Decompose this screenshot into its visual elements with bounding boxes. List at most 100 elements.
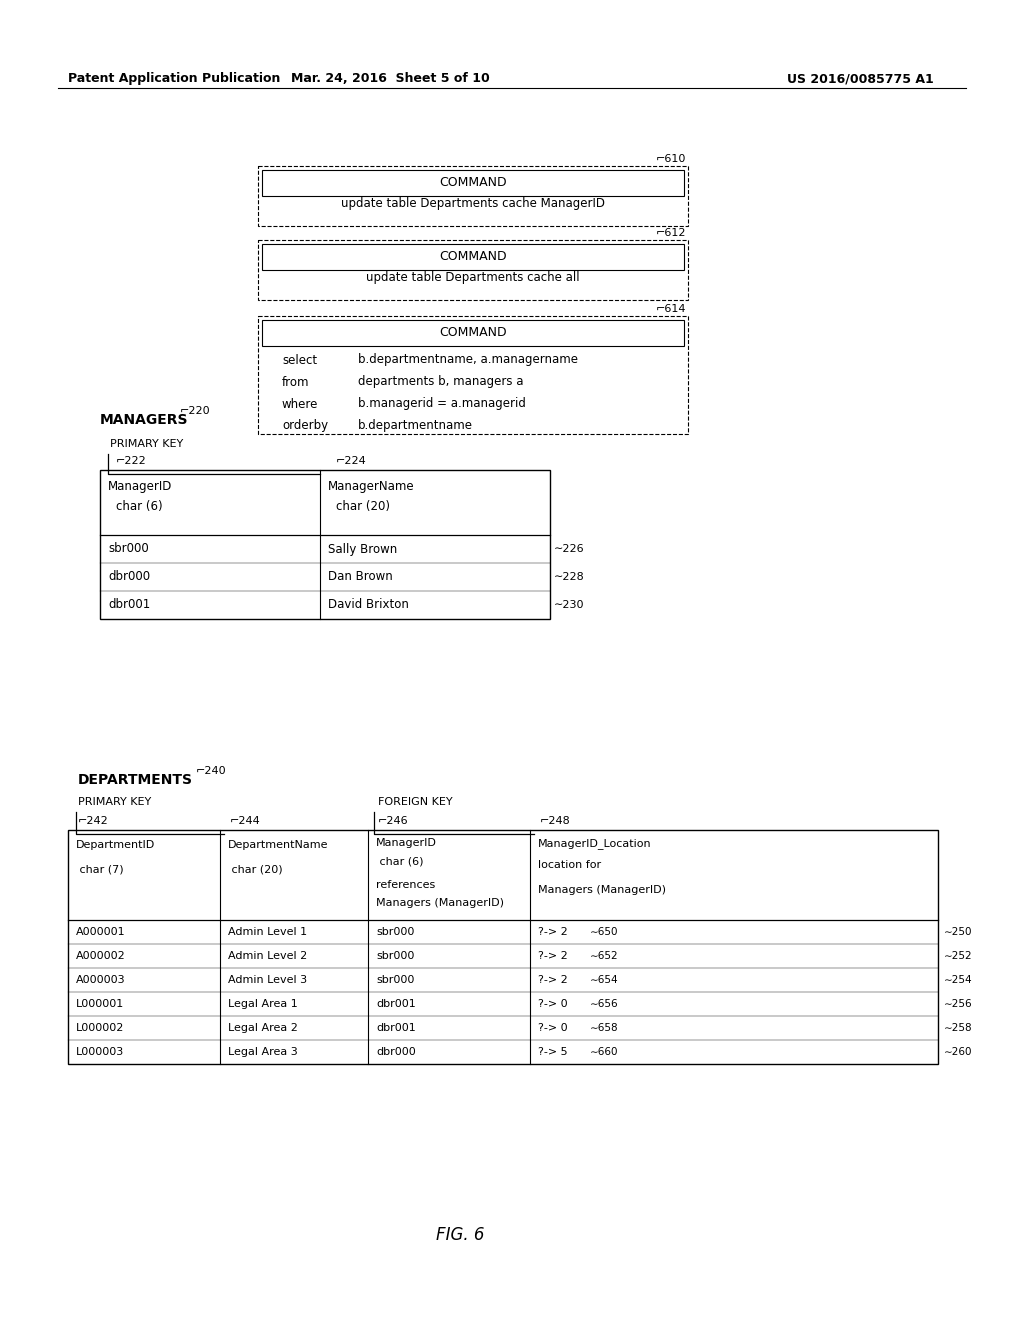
Text: PRIMARY KEY: PRIMARY KEY [78, 797, 152, 807]
Text: ∼650: ∼650 [590, 927, 618, 937]
Bar [258, 315, 688, 434]
Bar [100, 470, 550, 619]
Text: b.departmentname, a.managername: b.departmentname, a.managername [358, 354, 578, 367]
Text: select: select [282, 354, 317, 367]
Text: ∼250: ∼250 [944, 927, 973, 937]
Bar [262, 244, 684, 271]
Text: David Brixton: David Brixton [328, 598, 409, 611]
Text: ∼258: ∼258 [944, 1023, 973, 1034]
Text: char (20): char (20) [336, 500, 390, 513]
Text: char (20): char (20) [228, 865, 283, 874]
Text: ⌐244: ⌐244 [230, 816, 261, 826]
Text: departments b, managers a: departments b, managers a [358, 375, 523, 388]
Text: Dan Brown: Dan Brown [328, 570, 393, 583]
Text: ∼656: ∼656 [590, 999, 618, 1008]
Bar [258, 240, 688, 300]
Text: ∼252: ∼252 [944, 950, 973, 961]
Text: sbr000: sbr000 [376, 975, 415, 985]
Text: COMMAND: COMMAND [439, 251, 507, 264]
Text: where: where [282, 397, 318, 411]
Text: dbr001: dbr001 [376, 999, 416, 1008]
Text: sbr000: sbr000 [376, 950, 415, 961]
Text: ?-> 2: ?-> 2 [538, 950, 567, 961]
Text: Sally Brown: Sally Brown [328, 543, 397, 556]
Text: b.departmentname: b.departmentname [358, 420, 473, 433]
Text: ⌐222: ⌐222 [116, 455, 146, 466]
Bar [262, 170, 684, 195]
Text: ⌐246: ⌐246 [378, 816, 409, 826]
Text: ∼256: ∼256 [944, 999, 973, 1008]
Text: dbr000: dbr000 [376, 1047, 416, 1057]
Text: char (6): char (6) [376, 855, 424, 866]
Text: ⌐224: ⌐224 [336, 455, 367, 466]
Text: Mar. 24, 2016  Sheet 5 of 10: Mar. 24, 2016 Sheet 5 of 10 [291, 73, 489, 84]
Text: FOREIGN KEY: FOREIGN KEY [378, 797, 453, 807]
Text: A000003: A000003 [76, 975, 126, 985]
Text: PRIMARY KEY: PRIMARY KEY [110, 440, 183, 449]
Text: dbr001: dbr001 [376, 1023, 416, 1034]
Text: COMMAND: COMMAND [439, 326, 507, 339]
Text: char (7): char (7) [76, 865, 124, 874]
Text: Admin Level 2: Admin Level 2 [228, 950, 307, 961]
Text: ∼226: ∼226 [554, 544, 585, 554]
Text: DepartmentID: DepartmentID [76, 840, 156, 850]
Text: DepartmentName: DepartmentName [228, 840, 329, 850]
Text: ∼658: ∼658 [590, 1023, 618, 1034]
Text: ∼660: ∼660 [590, 1047, 618, 1057]
Text: Patent Application Publication: Patent Application Publication [68, 73, 281, 84]
Text: US 2016/0085775 A1: US 2016/0085775 A1 [786, 73, 933, 84]
Text: Managers (ManagerID): Managers (ManagerID) [376, 898, 504, 908]
Text: dbr001: dbr001 [108, 598, 151, 611]
Text: ManagerName: ManagerName [328, 480, 415, 492]
Text: ?-> 0: ?-> 0 [538, 1023, 567, 1034]
Text: Legal Area 1: Legal Area 1 [228, 999, 298, 1008]
Text: sbr000: sbr000 [376, 927, 415, 937]
Text: orderby: orderby [282, 420, 328, 433]
Bar [262, 319, 684, 346]
Text: A000002: A000002 [76, 950, 126, 961]
Text: MANAGERS: MANAGERS [100, 413, 188, 426]
Bar [258, 166, 688, 226]
Text: ∼260: ∼260 [944, 1047, 973, 1057]
Text: ∼654: ∼654 [590, 975, 618, 985]
Text: L000001: L000001 [76, 999, 124, 1008]
Text: update table Departments cache all: update table Departments cache all [367, 272, 580, 285]
Text: ManagerID_Location: ManagerID_Location [538, 838, 651, 849]
Text: ⌐240: ⌐240 [196, 766, 226, 776]
Text: Managers (ManagerID): Managers (ManagerID) [538, 884, 666, 895]
Text: DEPARTMENTS: DEPARTMENTS [78, 774, 193, 787]
Text: dbr000: dbr000 [108, 570, 151, 583]
Text: ∼230: ∼230 [554, 601, 585, 610]
Text: A000001: A000001 [76, 927, 126, 937]
Text: ?-> 0: ?-> 0 [538, 999, 567, 1008]
Text: update table Departments cache ManagerID: update table Departments cache ManagerID [341, 198, 605, 210]
Text: ⌐610: ⌐610 [656, 154, 686, 164]
Text: COMMAND: COMMAND [439, 177, 507, 190]
Text: references: references [376, 880, 435, 890]
Text: ManagerID: ManagerID [108, 480, 172, 492]
Text: FIG. 6: FIG. 6 [436, 1226, 484, 1243]
Text: location for: location for [538, 861, 601, 870]
Text: Admin Level 3: Admin Level 3 [228, 975, 307, 985]
Text: char (6): char (6) [116, 500, 163, 513]
Text: ⌐242: ⌐242 [78, 816, 109, 826]
Text: ⌐248: ⌐248 [540, 816, 570, 826]
Text: ManagerID: ManagerID [376, 838, 437, 847]
Text: ∼228: ∼228 [554, 572, 585, 582]
Text: L000003: L000003 [76, 1047, 124, 1057]
Text: ?-> 2: ?-> 2 [538, 927, 567, 937]
Text: L000002: L000002 [76, 1023, 124, 1034]
Text: from: from [282, 375, 309, 388]
Text: Legal Area 3: Legal Area 3 [228, 1047, 298, 1057]
Text: ∼652: ∼652 [590, 950, 618, 961]
Text: ⌐220: ⌐220 [180, 407, 211, 416]
Bar [68, 830, 938, 1064]
Text: Legal Area 2: Legal Area 2 [228, 1023, 298, 1034]
Text: ⌐614: ⌐614 [656, 304, 686, 314]
Text: ⌐612: ⌐612 [656, 228, 686, 238]
Text: ?-> 5: ?-> 5 [538, 1047, 567, 1057]
Text: ∼254: ∼254 [944, 975, 973, 985]
Text: ?-> 2: ?-> 2 [538, 975, 567, 985]
Text: b.managerid = a.managerid: b.managerid = a.managerid [358, 397, 526, 411]
Text: sbr000: sbr000 [108, 543, 148, 556]
